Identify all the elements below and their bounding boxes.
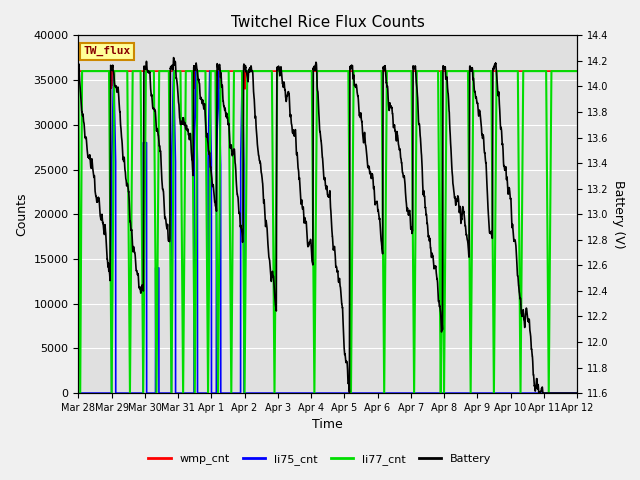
li77_cnt	[444, 68, 452, 74]
li77_cnt	[100, 68, 108, 74]
wmp_cnt	[241, 86, 249, 92]
wmp_cnt	[75, 68, 83, 74]
wmp_cnt	[392, 68, 399, 74]
Line: li75_cnt: li75_cnt	[79, 71, 577, 393]
Battery	[535, 390, 543, 396]
Title: Twitchel Rice Flux Counts: Twitchel Rice Flux Counts	[231, 15, 424, 30]
li75_cnt	[370, 390, 378, 396]
Y-axis label: Counts: Counts	[15, 192, 28, 236]
li77_cnt	[255, 68, 263, 74]
li77_cnt	[370, 68, 378, 74]
wmp_cnt	[471, 68, 479, 74]
li75_cnt	[573, 390, 581, 396]
li77_cnt	[471, 68, 479, 74]
Battery	[255, 154, 263, 159]
li75_cnt	[110, 68, 118, 74]
Y-axis label: Battery (V): Battery (V)	[612, 180, 625, 249]
li75_cnt	[75, 390, 83, 396]
Battery	[370, 185, 378, 191]
Legend: wmp_cnt, li75_cnt, li77_cnt, Battery: wmp_cnt, li75_cnt, li77_cnt, Battery	[144, 450, 496, 469]
Line: li77_cnt: li77_cnt	[79, 71, 577, 393]
wmp_cnt	[444, 68, 452, 74]
wmp_cnt	[370, 68, 378, 74]
li75_cnt	[100, 390, 108, 396]
Battery	[471, 88, 479, 94]
li77_cnt	[76, 390, 84, 396]
li75_cnt	[255, 390, 263, 396]
li77_cnt	[573, 68, 581, 74]
Battery	[444, 90, 452, 96]
Line: wmp_cnt: wmp_cnt	[79, 71, 577, 89]
Text: TW_flux: TW_flux	[83, 46, 131, 56]
li75_cnt	[392, 390, 399, 396]
wmp_cnt	[255, 68, 263, 74]
Battery	[392, 128, 399, 133]
Line: Battery: Battery	[79, 58, 577, 393]
Battery	[75, 63, 83, 69]
li75_cnt	[471, 390, 479, 396]
Battery	[100, 224, 108, 230]
X-axis label: Time: Time	[312, 419, 343, 432]
wmp_cnt	[100, 68, 108, 74]
li77_cnt	[392, 68, 399, 74]
Battery	[170, 55, 177, 60]
Battery	[573, 390, 581, 396]
wmp_cnt	[573, 68, 581, 74]
li77_cnt	[75, 68, 83, 74]
li75_cnt	[444, 390, 452, 396]
